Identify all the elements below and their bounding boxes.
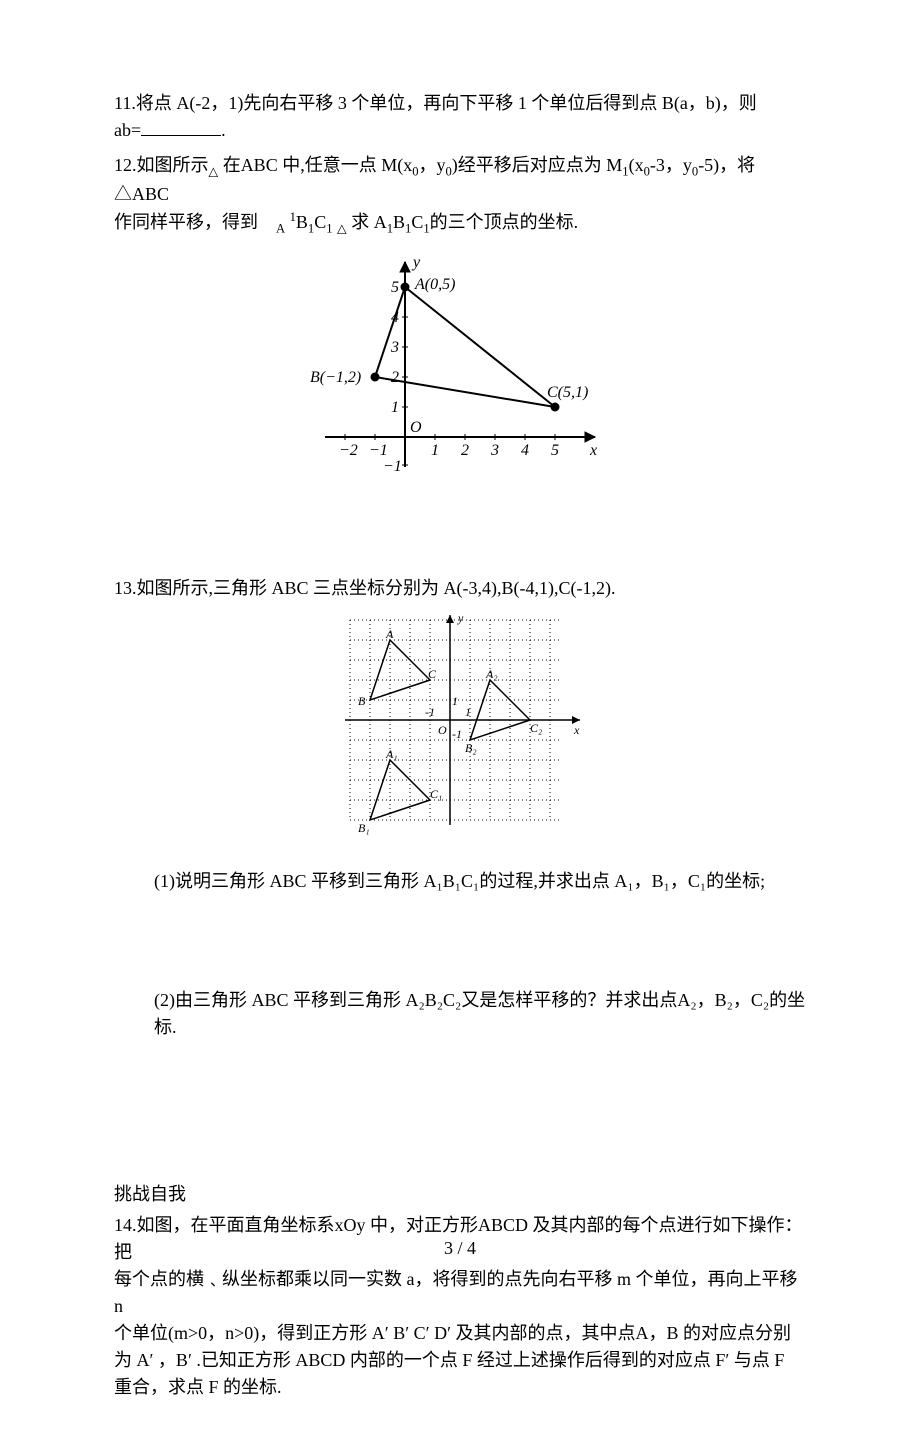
point-b [371, 373, 379, 381]
lbl-C1: C₁ [430, 787, 442, 801]
q11-blank [141, 118, 221, 136]
xt-2: 2 [461, 442, 469, 459]
x-label: x [589, 442, 597, 459]
tri-a2b2c2 [470, 680, 530, 740]
q11-text-b: ab= [114, 120, 141, 140]
q14-num: 14. [114, 1215, 137, 1235]
q14-l2: 每个点的横﹑纵坐标都乘以同一实数 a，将得到的点先向右平移 m 个单位，再向上平… [114, 1269, 798, 1316]
q12-l2f: C [411, 212, 423, 232]
spacer-2 [114, 935, 806, 975]
q14-l4: 为 A′ ，B′ .已知正方形 ABCD 内部的一个点 F 经过上述操作后得到的… [114, 1350, 784, 1370]
y-label: y [411, 254, 421, 271]
tri-abc [370, 640, 430, 700]
q13-text: 如图所示,三角形 ABC 三点坐标分别为 A(-3,4),B(-4,1),C(-… [137, 578, 616, 598]
point-a [401, 283, 409, 291]
yt-5: 5 [391, 279, 399, 296]
q13-sub1: (1)说明三角形 ABC 平移到三角形 A₁B₁C₁的过程,并求出点 A₁，B₁… [154, 868, 806, 895]
fig12-svg: −2 −1 1 2 3 4 5 −1 1 2 3 4 5 O y x [295, 247, 625, 487]
q12-A: A [276, 222, 285, 236]
q12-l1a: 如图所示 [137, 155, 209, 175]
q13-num: 13. [114, 578, 137, 598]
q12-l2b: B [296, 212, 308, 232]
question-13: 13.如图所示,三角形 ABC 三点坐标分别为 A(-3,4),B(-4,1),… [114, 575, 806, 602]
yt-1: 1 [391, 399, 399, 416]
q14-l5: 重合，求点 F 的坐标. [114, 1377, 282, 1397]
y-arrow [400, 262, 410, 272]
page-number: 3 / 4 [0, 1235, 920, 1262]
lbl-A2: A₂ [485, 667, 498, 681]
lbl-B: B [358, 694, 366, 708]
x-label-2: x [573, 723, 580, 737]
tri-a1b1c1 [370, 760, 430, 820]
q12-l1e: )经平移后对应点为 M [452, 155, 623, 175]
A-label: A(0,5) [414, 276, 455, 293]
B-label: B(−1,2) [310, 369, 361, 386]
tick-labels: −2 −1 1 2 3 4 5 −1 1 2 3 4 5 O y x [339, 254, 597, 475]
q12-l1c: ABC 中,任意一点 M(x [241, 155, 413, 175]
xt-3: 3 [490, 442, 499, 459]
lbl-B2: B₂ [465, 741, 477, 755]
q12-l1b: 在 [223, 155, 241, 175]
spacer-3 [114, 1081, 806, 1141]
O-label: O [410, 419, 422, 436]
q12-tri1: △ [209, 165, 219, 179]
O-label-2: O [438, 723, 447, 737]
yt-m1: −1 [383, 458, 402, 475]
challenge-title: 挑战自我 [114, 1181, 806, 1208]
xt-m2: −2 [339, 442, 358, 459]
yt-2: 2 [391, 369, 399, 386]
y-label-2: y [457, 611, 464, 625]
page: 11.将点 A(-2，1)先向右平移 3 个单位，再向下平移 1 个单位后得到点… [0, 0, 920, 1449]
question-12: 12.如图所示△ 在ABC 中,任意一点 M(x0，y0)经平移后对应点为 M1… [114, 152, 806, 239]
spacer-1 [114, 515, 806, 575]
y-arrow-2 [446, 615, 454, 623]
xt-1: 1 [431, 442, 439, 459]
x-arrow [585, 432, 595, 442]
q12-l2d: 求 A [347, 212, 387, 232]
xt-m1: −1 [369, 442, 388, 459]
tick-m1y: -1 [452, 727, 462, 741]
q14-l3: 个单位(m>0，n>0)，得到正方形 A′ B′ C′ D′ 及其内部的点，其中… [114, 1323, 791, 1343]
q11-text-a: 将点 A(-2，1)先向右平移 3 个单位，再向下平移 1 个单位后得到点 B(… [136, 93, 757, 113]
lbl-C2: C₂ [530, 721, 542, 735]
point-labels: A(0,5) B(−1,2) C(5,1) [310, 276, 588, 401]
question-11: 11.将点 A(-2，1)先向右平移 3 个单位，再向下平移 1 个单位后得到点… [114, 90, 806, 144]
C-label: C(5,1) [547, 384, 588, 401]
q11-text-c: . [221, 120, 226, 140]
q12-l1d: ，y [419, 155, 446, 175]
fig13-svg: y x O -1 1 1 -1 A B C A₂ B₂ C₂ A₁ B₁ C₁ [330, 610, 590, 840]
q12-l2a: 作同样平移，得到 [114, 212, 258, 232]
tick-m1: -1 [425, 705, 435, 719]
tick-1x: 1 [465, 705, 471, 719]
q11-num: 11. [114, 93, 136, 113]
q12-l2g: 的三个顶点的坐标. [430, 212, 579, 232]
lbl-B1: B₁ [358, 821, 370, 835]
lbl-C: C [428, 667, 437, 681]
lbl-A: A [385, 627, 394, 641]
fig13-labels: y x O -1 1 1 -1 A B C A₂ B₂ C₂ A₁ B₁ C₁ [358, 611, 580, 835]
q12-tri2: △ [337, 222, 347, 236]
q12-l2c: C [314, 212, 326, 232]
q12-s1d: 1 [326, 222, 332, 236]
tick-1y: 1 [452, 694, 458, 708]
q12-l1f: (x [629, 155, 644, 175]
lbl-A1: A₁ [385, 747, 398, 761]
xt-5: 5 [551, 442, 559, 459]
figure-13: y x O -1 1 1 -1 A B C A₂ B₂ C₂ A₁ B₁ C₁ [114, 610, 806, 848]
q12-l1g: -3，y [650, 155, 692, 175]
q12-num: 12. [114, 155, 137, 175]
yt-3: 3 [390, 339, 399, 356]
xt-4: 4 [521, 442, 529, 459]
figure-12: −2 −1 1 2 3 4 5 −1 1 2 3 4 5 O y x [114, 247, 806, 495]
point-c [551, 403, 559, 411]
q12-l2e: B [393, 212, 405, 232]
q13-sub2: (2)由三角形 ABC 平移到三角形 A₂B₂C₂又是怎样平移的？并求出点A₂，… [154, 987, 806, 1041]
